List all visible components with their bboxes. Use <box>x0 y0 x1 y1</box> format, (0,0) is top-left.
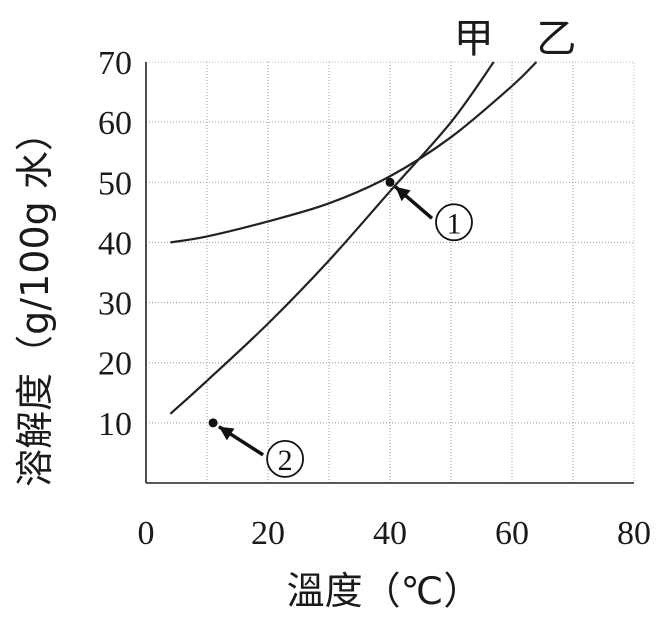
point-label-1: 1① <box>447 207 462 240</box>
y-axis-title: 溶解度（g/100g 水） <box>13 113 57 487</box>
y-tick-label: 40 <box>98 225 132 262</box>
point-label-2: 2② <box>278 444 293 477</box>
y-tick-label: 70 <box>98 45 132 82</box>
y-tick-label: 60 <box>98 105 132 142</box>
data-point-2 <box>208 418 218 428</box>
y-tick-label: 50 <box>98 165 132 202</box>
x-tick-label: 0 <box>138 515 155 552</box>
x-tick-label: 40 <box>373 515 407 552</box>
point-layer: 1① 2② <box>208 177 473 478</box>
x-tick-labels: 0 20 40 60 80 <box>138 515 652 552</box>
series-label-jia: 甲 <box>454 16 494 62</box>
arrow-head-2 <box>218 426 235 441</box>
x-tick-label: 80 <box>617 515 651 552</box>
y-tick-labels: 10 20 30 40 50 60 70 <box>98 45 132 443</box>
arrow-head-1 <box>395 186 411 202</box>
series-label-yi: 乙 <box>536 16 576 62</box>
grid <box>146 62 634 483</box>
x-axis-title: 溫度（℃） <box>287 569 482 613</box>
y-tick-label: 10 <box>98 406 132 443</box>
data-point-1 <box>385 177 395 187</box>
x-tick-label: 20 <box>251 515 285 552</box>
y-tick-label: 20 <box>98 346 132 383</box>
series-layer: 甲乙 <box>169 16 576 415</box>
point-label-circle-1 <box>435 203 473 242</box>
point-label-circle-2 <box>266 439 305 478</box>
x-tick-label: 60 <box>495 515 529 552</box>
series-line-jia <box>169 61 495 415</box>
series-line-yi <box>170 61 538 244</box>
y-tick-label: 30 <box>98 286 132 323</box>
